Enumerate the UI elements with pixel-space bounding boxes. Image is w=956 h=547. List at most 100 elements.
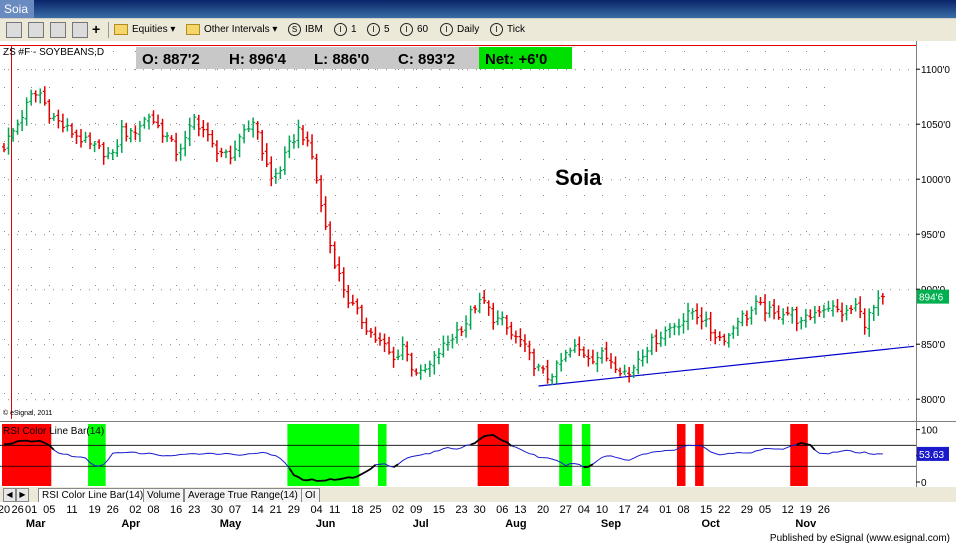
folder-icon xyxy=(114,23,128,35)
grid-dot xyxy=(502,249,503,250)
grid-dot xyxy=(566,399,567,401)
tab-scroll-right-icon[interactable]: ▶ xyxy=(16,488,29,502)
grid-dot xyxy=(176,303,177,304)
grid-dot xyxy=(566,289,567,291)
grid-dot xyxy=(153,195,154,196)
grid-dot xyxy=(602,69,603,70)
tab-scroll-left-icon[interactable]: ◀ xyxy=(3,488,16,502)
grid-dot xyxy=(724,195,725,196)
grid-dot xyxy=(643,249,644,250)
grid-dot xyxy=(135,177,136,178)
grid-dot xyxy=(584,289,585,291)
grid-dot xyxy=(747,249,748,250)
grid-dot xyxy=(439,303,440,304)
grid-dot xyxy=(684,285,685,286)
grid-dot xyxy=(485,234,486,236)
add-icon[interactable]: + xyxy=(92,21,101,37)
rsi-tick-label: 100 xyxy=(921,426,938,437)
price-tick-label: 1000'0 xyxy=(921,175,951,186)
window-icon[interactable] xyxy=(72,22,88,38)
price-tick-label: 850'0 xyxy=(921,340,946,351)
rsi-zone xyxy=(88,424,106,486)
copy-icon[interactable] xyxy=(50,22,66,38)
symbol-ibm-label: IBM xyxy=(305,24,323,35)
grid-dot xyxy=(335,105,336,106)
grid-dot xyxy=(416,159,417,160)
grid-dot xyxy=(566,285,567,286)
tab-volume[interactable]: Volume xyxy=(143,488,185,503)
chart-type-icon[interactable] xyxy=(6,22,22,38)
grid-dot xyxy=(44,399,45,401)
grid-dot xyxy=(113,213,114,214)
grid-dot xyxy=(462,393,463,394)
grid-dot xyxy=(98,69,99,71)
grid-dot xyxy=(317,249,318,250)
grid-dot xyxy=(71,179,72,181)
grid-dot xyxy=(276,321,277,322)
grid-dot xyxy=(153,141,154,142)
grid-dot xyxy=(398,339,399,340)
grid-dot xyxy=(683,234,684,236)
grid-dot xyxy=(404,124,405,126)
window-titlebar: Soia xyxy=(0,0,956,18)
grid-dot xyxy=(294,195,295,196)
grid-dot xyxy=(602,375,603,376)
grid-dot xyxy=(395,124,396,126)
grid-dot xyxy=(276,267,277,268)
grid-dot xyxy=(62,234,63,236)
rsi-segment xyxy=(393,463,399,468)
grid-dot xyxy=(543,321,544,322)
grid-dot xyxy=(656,124,657,126)
grid-dot xyxy=(503,289,504,291)
grid-dot xyxy=(215,234,216,236)
grid-dot xyxy=(539,289,540,291)
chart-area[interactable]: 1100'01050'01000'0950'0900'0850'0800'089… xyxy=(0,41,956,487)
grid-dot xyxy=(440,344,441,346)
grid-dot xyxy=(287,179,288,181)
grid-dot xyxy=(294,69,295,70)
grid-dot xyxy=(566,267,567,268)
grid-dot xyxy=(35,234,36,236)
grid-dot xyxy=(543,357,544,358)
equities-menu[interactable]: Equities ▾ xyxy=(114,22,175,38)
grid-dot xyxy=(791,179,792,181)
other-intervals-menu[interactable]: Other Intervals ▾ xyxy=(186,22,277,38)
grid-dot xyxy=(647,124,648,126)
grid-dot xyxy=(602,234,603,236)
layout-icon[interactable] xyxy=(28,22,44,38)
grid-dot xyxy=(485,179,486,181)
grid-dot xyxy=(153,285,154,286)
grid-dot xyxy=(602,231,603,232)
daily-button[interactable]: I Daily xyxy=(440,22,479,38)
x-day-label: 07 xyxy=(229,504,241,516)
rsi-last-label: 53.63 xyxy=(919,450,944,461)
grid-dot xyxy=(176,213,177,214)
tab-atr[interactable]: Average True Range(14) xyxy=(184,488,302,503)
grid-dot xyxy=(809,399,810,401)
grid-dot xyxy=(643,195,644,196)
tick-button[interactable]: I Tick xyxy=(490,22,525,38)
rsi-title: RSI Color Line Bar(14) xyxy=(3,426,104,437)
grid-dot xyxy=(706,159,707,160)
grid-dot xyxy=(197,69,198,71)
grid-dot xyxy=(80,179,81,181)
x-day-label: 27 xyxy=(560,504,572,516)
grid-dot xyxy=(375,87,376,88)
interval-60-button[interactable]: I 60 xyxy=(400,22,428,38)
grid-dot xyxy=(161,234,162,236)
grid-dot xyxy=(95,375,96,376)
grid-dot xyxy=(251,344,252,346)
grid-dot xyxy=(908,399,909,401)
tab-rsi[interactable]: RSI Color Line Bar(14) xyxy=(38,488,148,503)
grid-dot xyxy=(357,231,358,232)
grid-dot xyxy=(116,234,117,236)
tab-oi[interactable]: OI xyxy=(301,488,320,503)
symbol-ibm-button[interactable]: S IBM xyxy=(288,22,323,38)
grid-dot xyxy=(235,213,236,214)
grid-dot xyxy=(375,177,376,178)
grid-dot xyxy=(294,105,295,106)
grid-dot xyxy=(656,399,657,401)
grid-dot xyxy=(179,399,180,401)
